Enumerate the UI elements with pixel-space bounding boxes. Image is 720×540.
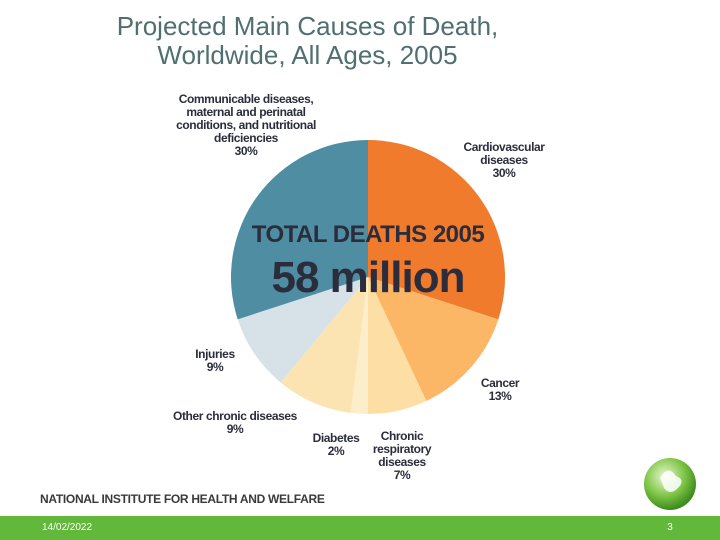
pie-slice [350, 277, 368, 414]
pie-slice [368, 277, 499, 401]
slice-label: Cancer [480, 376, 520, 390]
slide-title: Projected Main Causes of Death, Worldwid… [116, 11, 499, 70]
slice-percent: 9% [206, 360, 224, 374]
pie-slice [237, 277, 368, 383]
page-number: 3 [667, 522, 673, 533]
slice-label: Other chronic diseases [173, 409, 297, 423]
pie-slice [231, 140, 368, 320]
pie-slice [368, 277, 427, 414]
slice-percent: 7% [393, 468, 411, 482]
center-title: TOTAL DEATHS 2005 [252, 221, 485, 248]
pie-slice [368, 140, 506, 320]
slice-percent: 30% [234, 144, 258, 158]
slice-label: Injuries [195, 347, 235, 361]
slice-label: Cardiovascular diseases [463, 140, 545, 167]
logo-leaf [660, 470, 682, 492]
organization: NATIONAL INSTITUTE FOR HEALTH AND WELFAR… [40, 492, 325, 506]
footer-bar [0, 516, 720, 540]
slice-label: Communicable diseases, maternal and peri… [176, 92, 316, 145]
center-value: 58 million [272, 253, 465, 302]
slice-label: Chronic respiratory diseases [372, 429, 432, 469]
slice-percent: 30% [492, 166, 516, 180]
slice-percent: 9% [226, 422, 244, 436]
slice-percent: 2% [327, 444, 345, 458]
slice-percent: 13% [488, 389, 512, 403]
date: 14/02/2022 [42, 522, 93, 533]
pie [231, 140, 506, 414]
slice-label: Diabetes [312, 431, 360, 445]
pie-slice [280, 277, 368, 413]
